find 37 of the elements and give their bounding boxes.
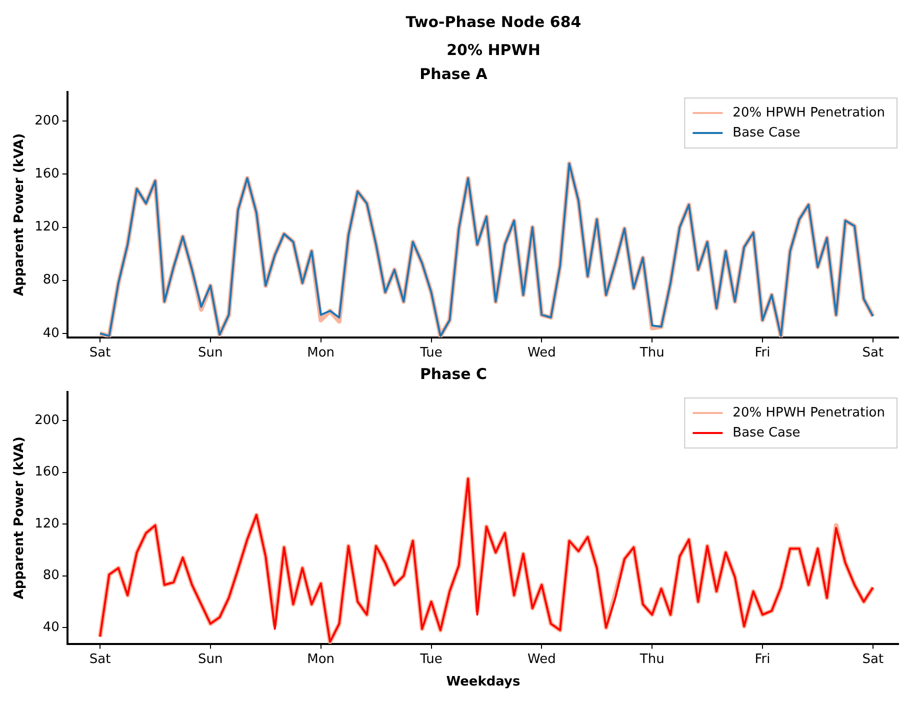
y-axis-title: Apparent Power (kVA)	[12, 133, 28, 296]
y-tick-label: 160	[34, 166, 60, 182]
x-tick-label: Wed	[528, 652, 556, 667]
chart-title: Phase C	[420, 364, 488, 383]
x-tick-label: Mon	[307, 346, 335, 361]
x-axis-title: Weekdays	[446, 674, 520, 690]
x-tick-label: Fri	[754, 346, 770, 361]
y-tick-label: 40	[42, 620, 60, 635]
text: Two-Phase Node 684	[404, 12, 582, 33]
x-tick-label: Tue	[419, 346, 442, 361]
x-tick-label: Tue	[419, 652, 442, 667]
y-tick-label: 200	[34, 114, 60, 129]
y-axis-title: Apparent Power (kVA)	[12, 436, 28, 600]
legend-label: 20% HPWH Penetration	[732, 405, 886, 420]
x-tick-label: Thu	[638, 652, 664, 667]
y-tick-label: 40	[42, 326, 60, 341]
y-tick-label: 120	[34, 516, 60, 532]
x-tick-label: Fri	[754, 652, 770, 667]
x-tick-label: Wed	[528, 346, 556, 361]
x-tick-label: Sat	[862, 346, 884, 361]
x-tick-label: Sat	[862, 652, 884, 667]
y-tick-label: 80	[42, 568, 60, 584]
x-tick-label: Sun	[198, 346, 223, 361]
chart-title: Phase A	[420, 64, 488, 83]
legend-label: 20% HPWH Penetration	[732, 105, 886, 120]
y-tick-label: 200	[34, 412, 60, 428]
legend-label: Base Case	[732, 425, 800, 440]
x-tick-label: Mon	[307, 652, 335, 667]
text: 20% HPWH	[446, 40, 542, 61]
x-tick-label: Sat	[89, 346, 111, 361]
x-tick-label: Sun	[198, 652, 223, 667]
x-tick-label: Thu	[638, 346, 664, 361]
y-tick-label: 160	[34, 464, 60, 480]
x-tick-label: Sat	[89, 652, 111, 667]
y-tick-label: 80	[42, 272, 60, 288]
legend-label: Base Case	[732, 125, 800, 140]
y-tick-label: 120	[34, 220, 60, 235]
